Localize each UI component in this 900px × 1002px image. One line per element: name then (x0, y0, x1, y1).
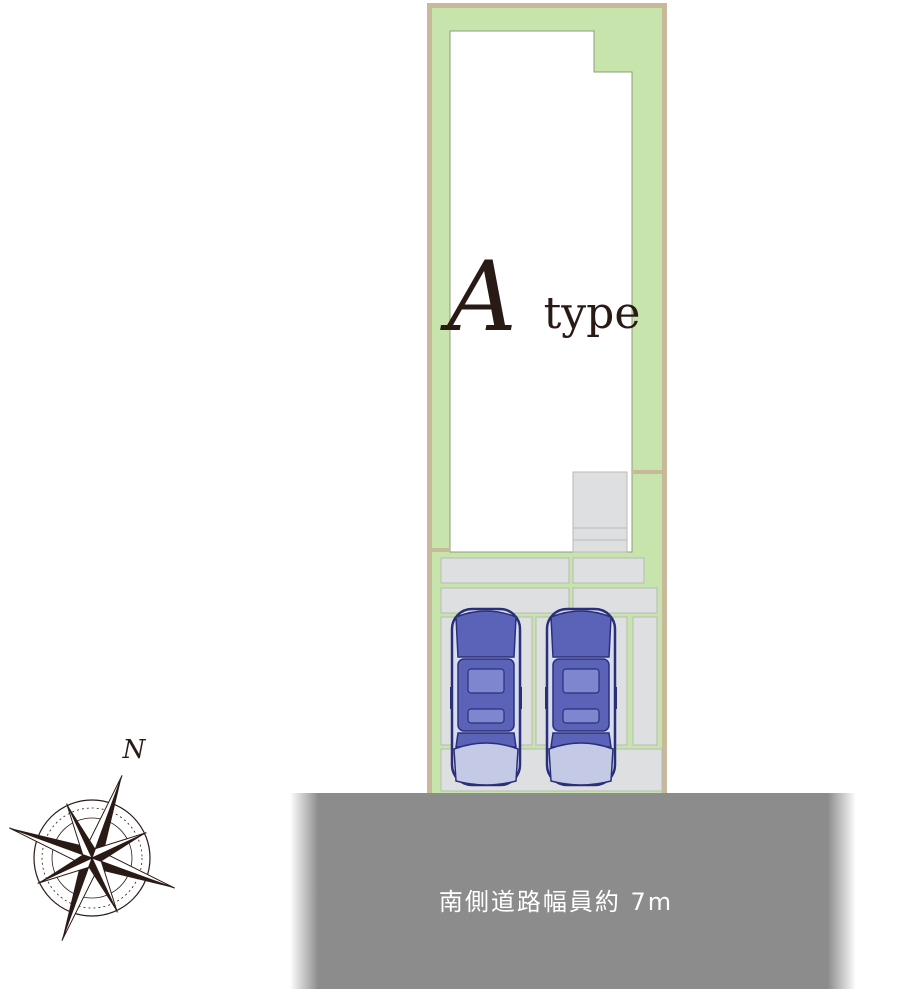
road-label: 南側道路幅員約 7m (439, 888, 673, 916)
compass-rose: N (9, 735, 175, 941)
car-right (543, 607, 619, 787)
type-word: type (544, 288, 641, 339)
paving-slab (440, 557, 570, 584)
road (290, 793, 856, 989)
parking-slab (632, 616, 658, 746)
type-letter: A (439, 241, 516, 353)
compass-north-label: N (122, 735, 147, 765)
car-left (448, 607, 524, 787)
entrance-steps (572, 471, 628, 553)
paving-slab (572, 557, 645, 584)
